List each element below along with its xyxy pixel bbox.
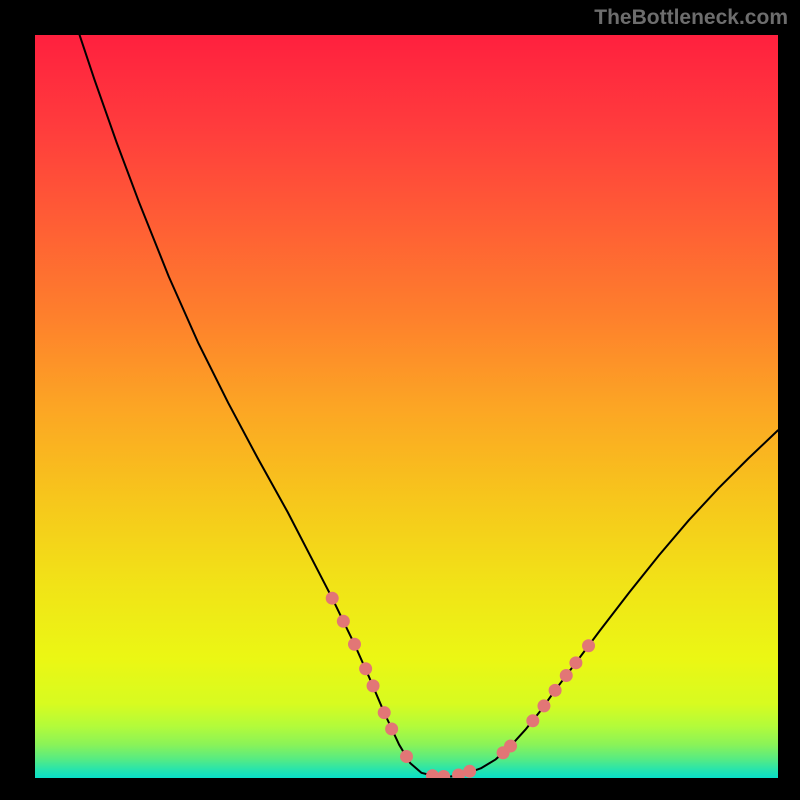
data-marker xyxy=(378,706,391,719)
data-marker xyxy=(359,662,372,675)
plot-area xyxy=(35,35,778,778)
data-marker xyxy=(437,770,450,778)
chart-frame: TheBottleneck.com xyxy=(0,0,800,800)
data-marker xyxy=(348,638,361,651)
watermark-label: TheBottleneck.com xyxy=(594,6,788,30)
data-marker xyxy=(326,592,339,605)
bottleneck-curve xyxy=(80,35,778,777)
data-marker xyxy=(537,699,550,712)
data-marker xyxy=(452,769,465,778)
svg-overlay xyxy=(35,35,778,778)
data-marker xyxy=(549,684,562,697)
data-marker xyxy=(569,656,582,669)
data-marker xyxy=(463,765,476,778)
data-markers xyxy=(326,592,595,778)
data-marker xyxy=(400,750,413,763)
data-marker xyxy=(337,615,350,628)
data-marker xyxy=(504,740,517,753)
data-marker xyxy=(385,722,398,735)
data-marker xyxy=(560,669,573,682)
data-marker xyxy=(582,639,595,652)
data-marker xyxy=(367,679,380,692)
data-marker xyxy=(526,714,539,727)
data-marker xyxy=(426,769,439,778)
